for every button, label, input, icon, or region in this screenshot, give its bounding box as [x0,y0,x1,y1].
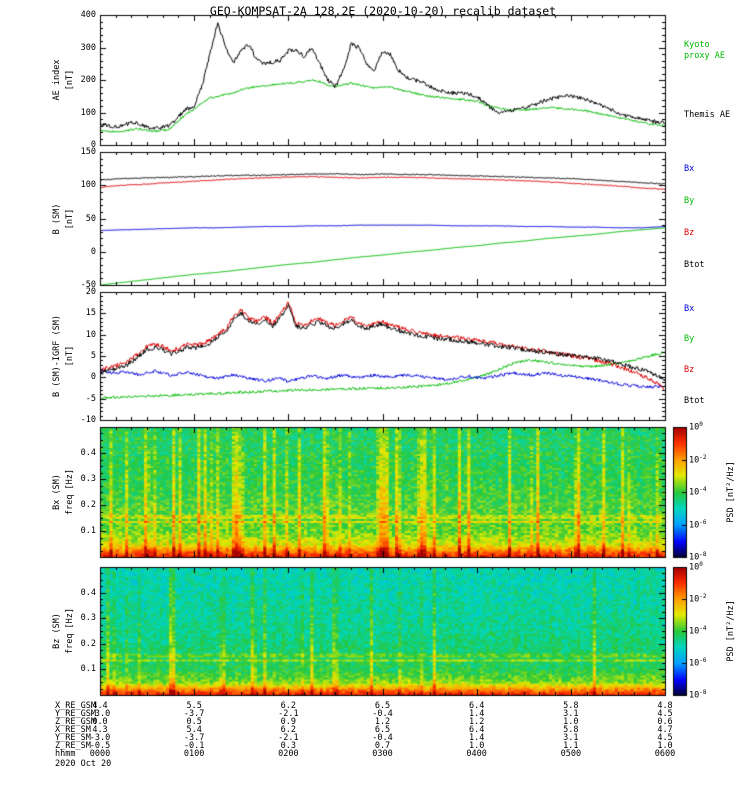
figure-title: GEO-KOMPSAT-2A 128.2E (2020-10-20) recal… [209,4,557,18]
